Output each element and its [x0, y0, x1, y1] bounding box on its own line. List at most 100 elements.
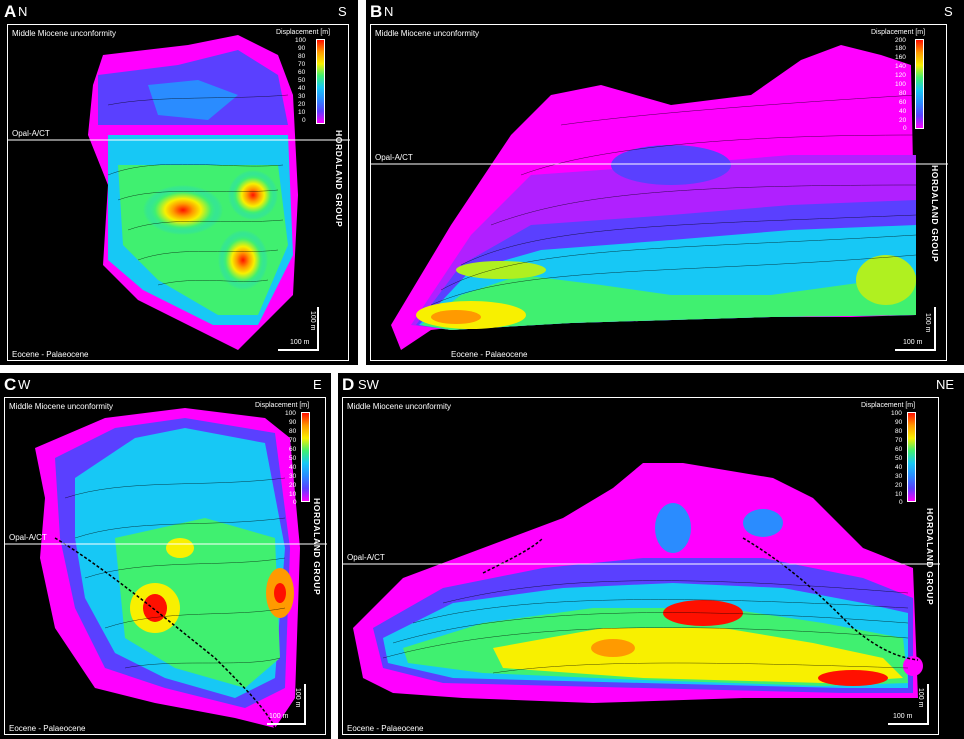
scale-vertical-label: 100 m — [924, 313, 931, 333]
hordaland-group-label: HORDALAND GROUP — [930, 165, 940, 263]
legend-tick: 140 — [895, 63, 906, 70]
legend-tick: 20 — [899, 117, 907, 124]
top-horizon-label: Middle Miocene unconformity — [12, 29, 117, 38]
opal-horizon-label: Opal-A/CT — [12, 129, 50, 138]
scale-horizontal-label: 100 m — [290, 339, 310, 346]
plot-frame: Middle Miocene unconformity Opal-A/CT Eo… — [370, 24, 948, 361]
legend-tick: 100 — [295, 37, 306, 44]
legend-tick: 0 — [903, 125, 907, 132]
legend-title: Displacement [m] — [871, 29, 926, 36]
bottom-horizon-label: Eocene - Palaeocene — [9, 724, 86, 733]
plot-frame: Middle Miocene unconformity Opal-A/CT Eo… — [7, 24, 350, 361]
displacement-legend: Displacement [m] 200 180 160 140 120 100… — [871, 29, 945, 139]
direction-left: SW — [358, 377, 379, 392]
legend-tick: 20 — [289, 482, 297, 489]
displacement-legend: Displacement [m] 100 90 80 70 60 50 40 3… — [276, 29, 348, 139]
scale-vertical-label: 100 m — [917, 688, 924, 708]
legend-title: Displacement [m] — [276, 29, 331, 36]
panel-letter: B — [370, 2, 383, 21]
top-horizon-label: Middle Miocene unconformity — [9, 402, 114, 411]
legend-tick: 70 — [289, 437, 297, 444]
panel-c: C W E Middle Miocene unconformity Opal-A… — [0, 373, 331, 739]
opal-horizon-label: Opal-A/CT — [9, 533, 47, 542]
direction-left: N — [18, 4, 28, 19]
legend-tick: 90 — [298, 45, 306, 52]
direction-right: E — [313, 377, 322, 392]
legend-tick: 0 — [302, 117, 306, 124]
scale-horizontal-label: 100 m — [893, 713, 913, 720]
color-scale-bar — [316, 39, 325, 124]
legend-tick: 80 — [289, 428, 297, 435]
displacement-contour-map — [371, 45, 948, 350]
legend-tick: 80 — [895, 428, 903, 435]
displacement-contour-map — [8, 35, 350, 350]
panel-letter: A — [4, 2, 17, 21]
legend-tick: 160 — [895, 54, 906, 61]
legend-tick: 100 — [285, 410, 296, 417]
legend-tick: 60 — [289, 446, 297, 453]
legend-tick: 100 — [895, 81, 906, 88]
legend-tick: 60 — [899, 99, 907, 106]
legend-tick: 100 — [891, 410, 902, 417]
legend-tick: 90 — [895, 419, 903, 426]
legend-tick: 30 — [289, 473, 297, 480]
plot-frame: Middle Miocene unconformity Opal-A/CT Eo… — [4, 397, 327, 735]
hordaland-group-label: HORDALAND GROUP — [312, 498, 322, 596]
hordaland-group-label: HORDALAND GROUP — [334, 130, 344, 228]
legend-tick: 20 — [298, 101, 306, 108]
scale-bar — [267, 684, 306, 725]
legend-tick: 10 — [895, 491, 903, 498]
color-scale-bar — [915, 39, 924, 129]
scale-horizontal-label: 100 m — [903, 339, 923, 346]
color-scale-bar — [907, 412, 916, 502]
displacement-contour-map — [343, 463, 940, 703]
legend-tick: 10 — [298, 109, 306, 116]
legend-tick: 180 — [895, 45, 906, 52]
legend-tick: 50 — [895, 455, 903, 462]
legend-tick: 0 — [899, 499, 903, 506]
scale-vertical-label: 100 m — [294, 688, 301, 708]
legend-tick: 80 — [899, 90, 907, 97]
legend-tick: 200 — [895, 37, 906, 44]
scale-bar — [888, 684, 929, 725]
legend-tick: 120 — [895, 72, 906, 79]
legend-tick: 30 — [298, 93, 306, 100]
direction-left: W — [18, 377, 31, 392]
legend-tick: 60 — [895, 446, 903, 453]
top-horizon-label: Middle Miocene unconformity — [347, 402, 452, 411]
displacement-contour-map — [5, 408, 327, 729]
opal-horizon-label: Opal-A/CT — [375, 153, 413, 162]
legend-tick: 80 — [298, 53, 306, 60]
legend-tick: 70 — [895, 437, 903, 444]
bottom-horizon-label: Eocene - Palaeocene — [12, 350, 89, 359]
scale-bar — [278, 307, 319, 351]
panel-a: A N S Middle Miocene unconformity Opal-A… — [0, 0, 358, 365]
displacement-legend: Displacement [m] 100 90 80 70 60 50 40 3… — [861, 402, 935, 512]
panel-b: B N S Middle Miocene unconformity Opal-A… — [366, 0, 964, 365]
top-horizon-label: Middle Miocene unconformity — [375, 29, 480, 38]
legend-tick: 50 — [289, 455, 297, 462]
panel-d: D SW NE Middle Miocene unconformity — [338, 373, 964, 739]
legend-tick: 30 — [895, 473, 903, 480]
bottom-horizon-label: Eocene - Palaeocene — [451, 350, 528, 359]
legend-tick: 50 — [298, 77, 306, 84]
opal-horizon-label: Opal-A/CT — [347, 553, 385, 562]
legend-tick: 40 — [289, 464, 297, 471]
legend-title: Displacement [m] — [255, 402, 310, 409]
legend-tick: 0 — [293, 499, 297, 506]
color-scale-bar — [301, 412, 310, 502]
displacement-legend: Displacement [m] 100 90 80 70 60 50 40 3… — [255, 402, 321, 512]
legend-tick: 60 — [298, 69, 306, 76]
legend-tick: 40 — [895, 464, 903, 471]
legend-tick: 40 — [298, 85, 306, 92]
legend-tick: 40 — [899, 108, 907, 115]
panel-letter: D — [342, 375, 355, 394]
legend-tick: 70 — [298, 61, 306, 68]
plot-frame: Middle Miocene unconformity Opal-A/CT Eo… — [342, 397, 940, 735]
direction-right: NE — [936, 377, 955, 392]
direction-right: S — [944, 4, 953, 19]
direction-right: S — [338, 4, 347, 19]
scale-bar — [895, 307, 936, 351]
hordaland-group-label: HORDALAND GROUP — [925, 508, 935, 606]
legend-tick: 20 — [895, 482, 903, 489]
